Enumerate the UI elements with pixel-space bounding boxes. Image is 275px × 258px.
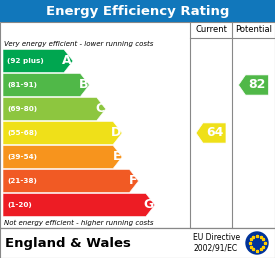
Text: Current: Current [195,26,227,35]
Polygon shape [3,98,106,120]
Polygon shape [196,123,226,143]
Text: B: B [79,78,88,92]
Text: Very energy efficient - lower running costs: Very energy efficient - lower running co… [4,41,153,46]
Text: 64: 64 [206,126,223,140]
Text: C: C [96,102,105,116]
Text: A: A [62,54,72,68]
Bar [0,0,275,22]
Text: EU Directive
2002/91/EC: EU Directive 2002/91/EC [193,233,240,253]
Text: (81-91): (81-91) [7,82,37,88]
Text: Energy Efficiency Rating: Energy Efficiency Rating [46,4,229,18]
Polygon shape [3,170,139,192]
Text: G: G [144,198,154,212]
Polygon shape [3,122,122,144]
Polygon shape [3,146,122,168]
Polygon shape [238,75,268,95]
Text: (92 plus): (92 plus) [7,58,44,64]
Polygon shape [3,50,73,72]
Polygon shape [3,194,155,216]
Text: (55-68): (55-68) [7,130,37,136]
Text: F: F [129,174,138,188]
Text: (39-54): (39-54) [7,154,37,160]
Text: (1-20): (1-20) [7,202,32,208]
Text: E: E [112,150,121,164]
Circle shape [246,232,268,254]
Text: Potential: Potential [235,26,272,35]
Text: England & Wales: England & Wales [5,237,131,249]
Text: (69-80): (69-80) [7,106,37,112]
Text: (21-38): (21-38) [7,178,37,184]
Bar [0,228,275,258]
Text: Not energy efficient - higher running costs: Not energy efficient - higher running co… [4,220,153,225]
Text: D: D [111,126,121,140]
Bar [0,22,275,228]
Polygon shape [3,74,89,96]
Text: 82: 82 [248,78,266,92]
